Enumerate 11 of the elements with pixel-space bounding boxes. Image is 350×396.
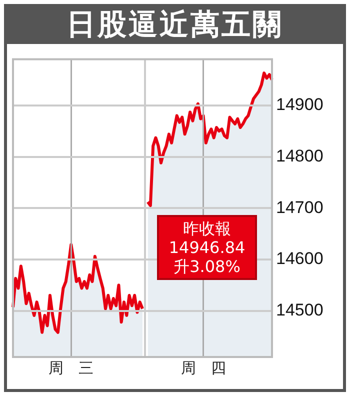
annotation: 14946.84 (168, 238, 246, 257)
y-tick-label: 14900 (276, 95, 324, 114)
annotation: 升3.08% (172, 257, 242, 276)
y-tick-label: 14600 (276, 249, 324, 268)
x-tick-label: 周 三 (48, 358, 94, 377)
y-tick-label: 14700 (276, 198, 324, 217)
chart-title: 日股逼近萬五關 (4, 4, 346, 44)
x-tick-label: 周 四 (180, 358, 226, 377)
annotation: 昨收報 (182, 219, 232, 238)
y-tick-label: 14500 (276, 300, 324, 320)
y-tick-label: 14800 (276, 146, 324, 166)
